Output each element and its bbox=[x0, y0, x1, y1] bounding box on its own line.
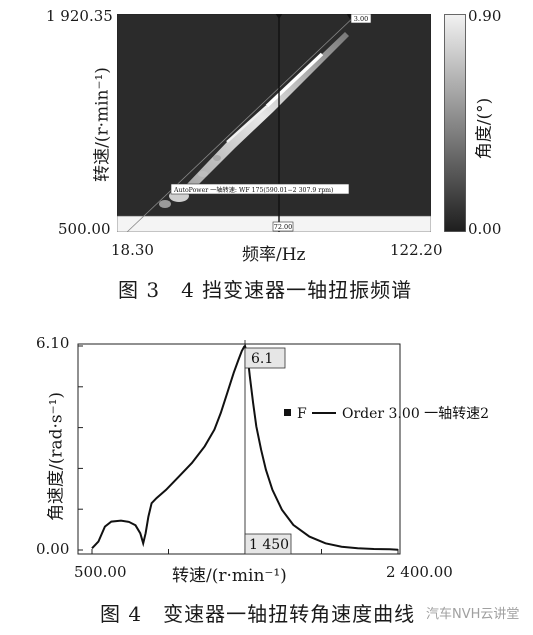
fig3-y-top-tick: 1 920.35 bbox=[46, 7, 113, 25]
fig4-y-top-tick: 6.10 bbox=[36, 334, 70, 352]
fig3-x-right-tick: 122.20 bbox=[390, 241, 443, 259]
fig4-y-ticks bbox=[78, 345, 83, 551]
fig4-legend-f: F bbox=[297, 406, 307, 422]
fig3-legend-text: AutoPower 一轴转速: WF 175(590.01−2 307.9 rp… bbox=[173, 186, 333, 194]
fig3-y-bottom-tick: 500.00 bbox=[58, 220, 111, 238]
fig3-y-axis-label: 转速/(r·min⁻¹) bbox=[92, 67, 113, 182]
fig4-cursor-tag: 1 450 bbox=[244, 533, 292, 555]
fig4-x-right-tick: 2 400.00 bbox=[386, 563, 453, 581]
watermark: 汽车NVH云讲堂 bbox=[426, 607, 520, 622]
fig3-spectrogram: 3.00 AutoPower 一轴转速: WF 175(590.01−2 307… bbox=[117, 14, 431, 232]
fig3-x-axis-label: 频率/Hz bbox=[242, 245, 306, 265]
fig4-x-left-tick: 500.00 bbox=[74, 563, 127, 581]
fig3-colorbar-label: 角度/(°) bbox=[474, 97, 495, 160]
svg-text:1 450: 1 450 bbox=[249, 537, 289, 553]
fig3-cursor-tag: 72.00 bbox=[274, 223, 293, 231]
fig4-caption: 图 4 变速器一轴扭转角速度曲线 bbox=[100, 602, 416, 626]
fig3-colorbar-top-tick: 0.90 bbox=[468, 7, 502, 25]
fig3-order-tag: 3.00 bbox=[354, 15, 368, 23]
fig4-x-axis-label: 转速/(r·min⁻¹) bbox=[172, 566, 287, 586]
fig4-plot-frame bbox=[77, 343, 401, 555]
fig3-cursor-tag-box bbox=[272, 221, 294, 232]
fig4-line-chart: 6.1 1 450 F Order 3.00 一轴转速2 bbox=[77, 340, 489, 555]
fig3-order-tag-box bbox=[350, 14, 372, 24]
fig4-y-bottom-tick: 0.00 bbox=[36, 540, 70, 558]
fig4-series-line bbox=[91, 344, 399, 551]
fig4-legend-series: Order 3.00 一轴转速2 bbox=[342, 406, 489, 422]
fig3-plot-area bbox=[117, 14, 431, 232]
fig3-colorbar bbox=[444, 14, 466, 232]
fig4-peak-tag: 6.1 bbox=[244, 347, 286, 369]
fig3-cursor-marker-top bbox=[275, 14, 283, 19]
fig4-legend-marker bbox=[284, 409, 291, 416]
fig3-x-left-tick: 18.30 bbox=[111, 241, 154, 259]
svg-text:6.1: 6.1 bbox=[251, 351, 273, 367]
fig3-colorbar-bottom-tick: 0.00 bbox=[468, 220, 502, 238]
fig3-caption: 图 3 4 挡变速器一轴扭振频谱 bbox=[118, 278, 413, 302]
fig3-order-line bbox=[126, 14, 358, 232]
fig3-legend-box bbox=[170, 183, 350, 195]
